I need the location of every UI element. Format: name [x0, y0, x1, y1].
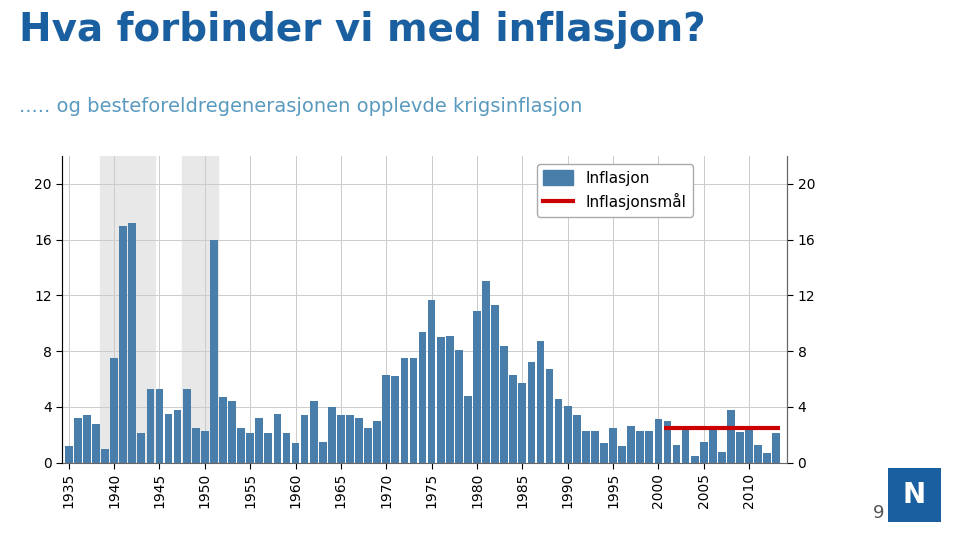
Bar [282, 434, 290, 463]
Bar [763, 453, 771, 463]
Bar [755, 444, 762, 463]
Bar [182, 156, 219, 463]
Bar [310, 401, 318, 463]
Bar [591, 430, 599, 463]
Bar [355, 418, 363, 463]
Bar [437, 337, 444, 463]
Bar [392, 376, 399, 463]
Bar [129, 223, 136, 463]
Bar [119, 226, 127, 463]
Bar [682, 428, 689, 463]
Bar [564, 406, 571, 463]
Bar [573, 415, 581, 463]
Bar [610, 428, 617, 463]
Bar [464, 396, 471, 463]
Bar [264, 434, 273, 463]
Bar [718, 451, 726, 463]
Bar [137, 434, 145, 463]
Bar [328, 407, 336, 463]
Bar [182, 389, 190, 463]
Bar [528, 362, 536, 463]
Bar [537, 342, 544, 463]
Bar [736, 432, 744, 463]
Bar [482, 281, 490, 463]
Bar [410, 358, 418, 463]
Bar [237, 428, 245, 463]
Text: 9: 9 [873, 504, 884, 522]
Bar [192, 428, 200, 463]
Bar [300, 415, 308, 463]
Bar [174, 410, 181, 463]
Bar [156, 389, 163, 463]
Bar [500, 345, 508, 463]
Bar [255, 418, 263, 463]
Bar [165, 414, 173, 463]
Bar [673, 444, 681, 463]
Bar [618, 446, 626, 463]
Bar [201, 430, 208, 463]
Bar [727, 410, 734, 463]
Bar [219, 397, 227, 463]
Bar [582, 430, 589, 463]
Bar [419, 331, 426, 463]
Bar [510, 375, 517, 463]
Bar [455, 350, 463, 463]
Bar [400, 358, 408, 463]
Bar [700, 442, 708, 463]
Bar [337, 415, 345, 463]
Bar [473, 311, 481, 463]
Bar [210, 239, 218, 463]
Bar [645, 430, 653, 463]
Bar [627, 427, 635, 463]
Bar [555, 399, 563, 463]
Bar [247, 434, 254, 463]
Text: ..... og besteforeldregenerasjonen opplevde krigsinflasjon: ..... og besteforeldregenerasjonen opple… [19, 97, 583, 116]
Bar [382, 375, 390, 463]
Bar [110, 358, 118, 463]
Bar [445, 336, 454, 463]
Bar [600, 443, 608, 463]
Bar [708, 428, 717, 463]
Bar [292, 443, 300, 463]
Bar [101, 156, 155, 463]
Bar [636, 430, 644, 463]
Bar [74, 418, 82, 463]
Bar [347, 415, 354, 463]
Bar [663, 421, 671, 463]
Bar [83, 415, 91, 463]
Bar [428, 300, 436, 463]
Bar [691, 456, 699, 463]
Text: Hva forbinder vi med inflasjon?: Hva forbinder vi med inflasjon? [19, 11, 706, 49]
Bar [773, 434, 780, 463]
Bar [274, 414, 281, 463]
Bar [364, 428, 372, 463]
Bar [745, 429, 753, 463]
Bar [492, 305, 499, 463]
Bar [101, 449, 108, 463]
Bar [373, 421, 381, 463]
Text: N: N [902, 481, 926, 509]
Bar [518, 383, 526, 463]
Bar [147, 389, 155, 463]
Bar [228, 401, 236, 463]
Bar [655, 420, 662, 463]
Bar [545, 369, 553, 463]
Bar [319, 442, 326, 463]
Legend: Inflasjon, Inflasjonsmål: Inflasjon, Inflasjonsmål [537, 164, 692, 216]
Bar [65, 446, 73, 463]
Bar [92, 423, 100, 463]
